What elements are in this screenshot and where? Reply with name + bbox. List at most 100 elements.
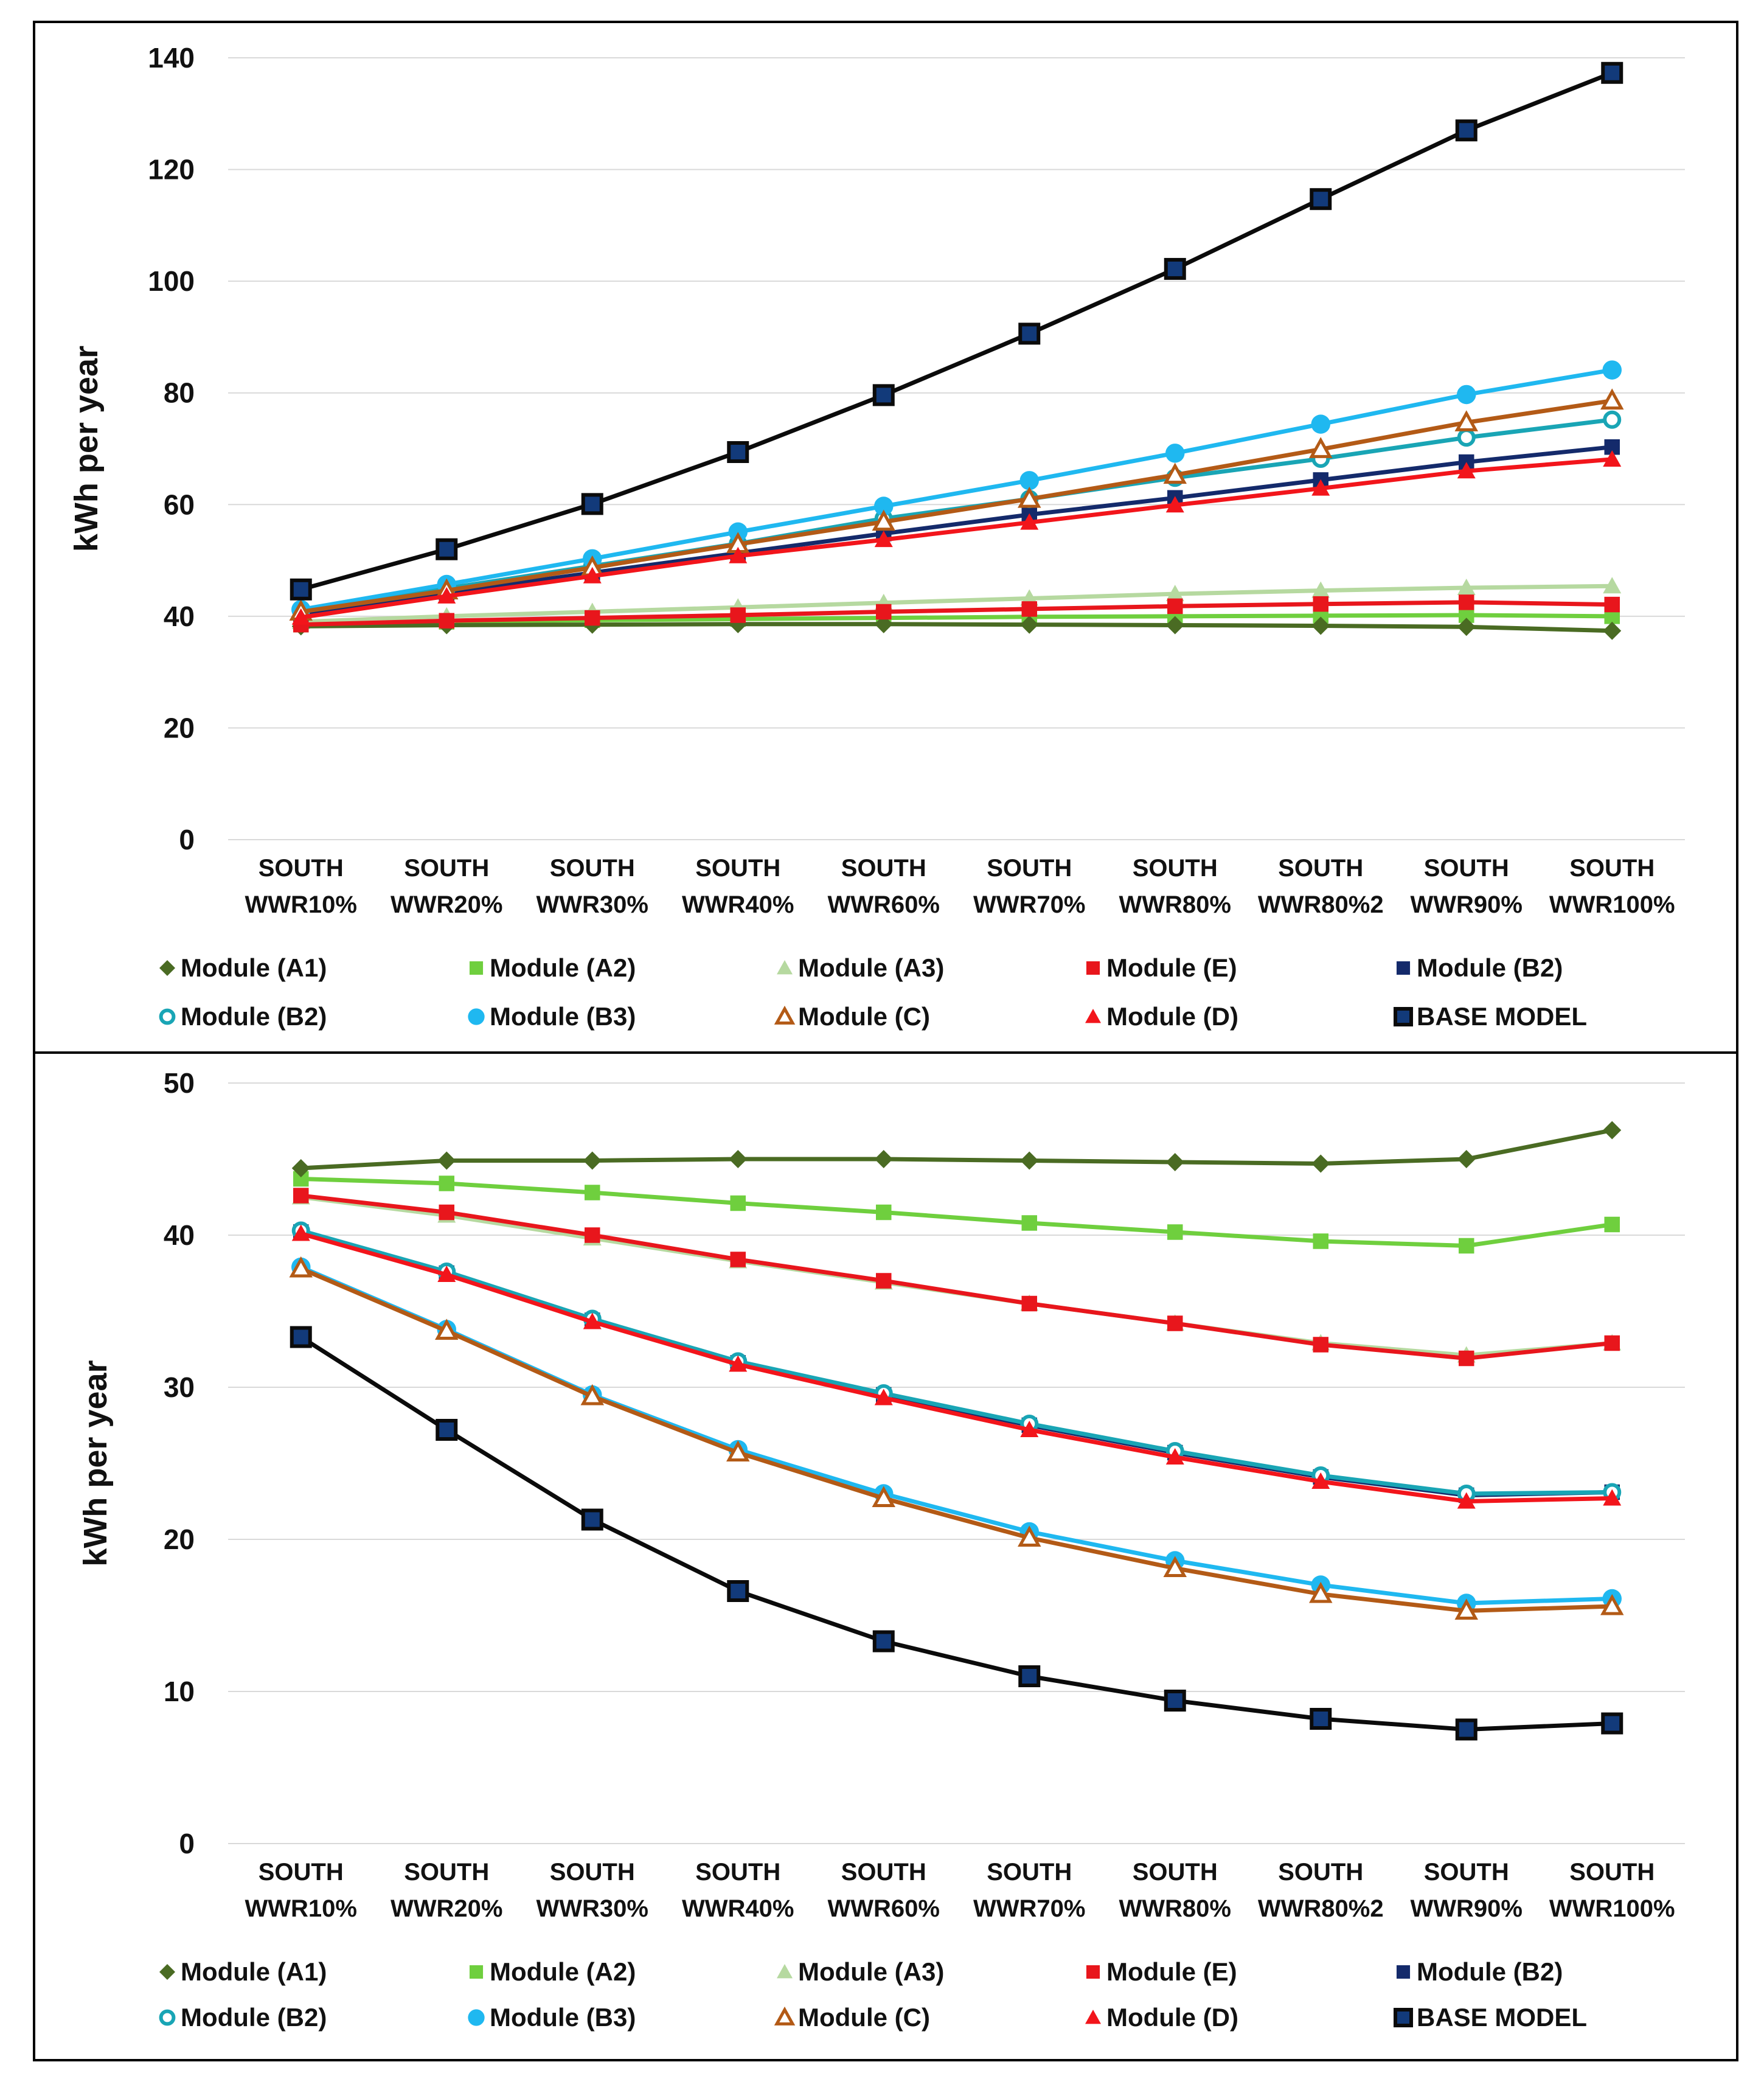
x-tick-label: WWR20% <box>391 891 502 918</box>
data-point <box>1602 360 1622 380</box>
legend-marker <box>159 1008 176 1025</box>
data-point <box>1167 1224 1183 1240</box>
data-point <box>1311 1472 1330 1489</box>
data-point <box>1603 1121 1622 1140</box>
legend-item: BASE MODEL <box>1394 1002 1587 1031</box>
x-tick-label: SOUTH <box>841 1859 926 1886</box>
data-point <box>1603 410 1622 429</box>
data-point <box>872 509 895 531</box>
legend-label: Module (E) <box>1106 1957 1237 1986</box>
series-module-d <box>291 450 1622 625</box>
x-tick-label: WWR40% <box>682 891 794 918</box>
data-point <box>1313 596 1328 612</box>
data-point <box>1021 1295 1037 1312</box>
legend-label: Module (B2) <box>181 2003 327 2032</box>
data-point <box>1018 1665 1041 1687</box>
data-point <box>436 538 458 560</box>
x-tick-label: SOUTH <box>550 1859 635 1886</box>
y-tick-label: 140 <box>148 42 195 74</box>
data-point <box>874 496 894 516</box>
data-point <box>1167 1315 1183 1331</box>
x-tick-label: WWR80% <box>1119 1895 1231 1922</box>
legend-marker <box>159 2009 176 2026</box>
y-tick-label: 80 <box>164 377 195 409</box>
legend-marker <box>1086 961 1100 975</box>
data-point <box>1603 577 1622 594</box>
data-point <box>1604 1335 1620 1351</box>
data-point <box>872 1486 895 1507</box>
data-point <box>580 1384 604 1405</box>
data-point <box>1018 486 1041 508</box>
legend-label: Module (C) <box>798 2003 930 2032</box>
x-tick-label: WWR80% <box>1119 891 1231 918</box>
x-tick-label: WWR10% <box>245 891 357 918</box>
data-point <box>1457 428 1476 447</box>
data-point <box>1454 1598 1478 1620</box>
legend-label: Module (D) <box>1106 2003 1238 2032</box>
data-point <box>1457 1150 1476 1168</box>
x-tick-label: WWR80%2 <box>1258 1895 1384 1922</box>
data-point <box>1459 1350 1474 1367</box>
data-point <box>290 578 312 601</box>
series-line <box>300 1193 1613 1360</box>
data-point <box>872 384 895 406</box>
data-point <box>726 1440 750 1461</box>
legend-item: BASE MODEL <box>1394 2003 1587 2032</box>
chart-top-heating: 0 20 40 60 80 100 120 140 kWh per year SOUTH WWR10… <box>68 42 1685 1031</box>
data-point <box>1459 1238 1474 1254</box>
legend-marker <box>469 1965 484 1979</box>
data-point <box>1603 450 1622 467</box>
series-module-a1 <box>291 1121 1622 1177</box>
x-tick-label: WWR100% <box>1549 891 1675 918</box>
legend-marker <box>774 2006 796 2025</box>
data-point <box>1021 1215 1037 1231</box>
legend-marker <box>1085 1009 1101 1023</box>
data-point <box>1165 444 1185 463</box>
series-line <box>300 367 1613 612</box>
data-point <box>1313 1233 1328 1249</box>
series-line <box>300 600 1613 627</box>
data-point <box>585 1185 600 1200</box>
x-tick-label: SOUTH <box>1278 1859 1363 1886</box>
data-point <box>1457 579 1476 596</box>
data-point <box>1455 119 1478 142</box>
data-point <box>1163 462 1187 484</box>
series-line <box>300 457 1613 620</box>
data-point <box>291 608 310 625</box>
data-point <box>1020 615 1039 634</box>
x-tick-label: WWR60% <box>828 1895 940 1922</box>
data-point <box>730 1252 746 1267</box>
x-tick-label: WWR30% <box>536 891 648 918</box>
data-point <box>585 610 600 626</box>
data-point <box>1019 471 1039 490</box>
y-tick-label: 120 <box>148 154 195 186</box>
x-tick-label: SOUTH <box>259 855 344 882</box>
data-point <box>1164 1690 1186 1712</box>
x-tick-label: WWR30% <box>536 1895 648 1922</box>
series-line <box>300 1266 1613 1613</box>
legend-item: Module (A1) <box>159 1957 327 1986</box>
y-tick-label: 40 <box>164 1219 195 1251</box>
y-tick-label: 100 <box>148 265 195 297</box>
data-point <box>730 607 746 623</box>
legend-item: Module (C) <box>774 1002 930 1031</box>
data-point <box>1165 585 1184 602</box>
data-point <box>1311 414 1330 434</box>
legend-item: Module (A3) <box>777 1957 944 1986</box>
data-point <box>583 1312 602 1329</box>
data-point <box>1313 1337 1328 1353</box>
data-point <box>728 522 748 542</box>
y-tick-label: 0 <box>179 1828 195 1859</box>
data-point <box>874 1150 893 1168</box>
x-tick-label: WWR10% <box>245 1895 357 1922</box>
legend-item: Module (D) <box>1085 2003 1238 2032</box>
legend-item: Module (B2) <box>1396 953 1563 982</box>
series-line <box>300 445 1613 616</box>
data-point <box>1020 1151 1039 1170</box>
x-tick-label: SOUTH <box>841 855 926 882</box>
legend-marker <box>468 2009 485 2026</box>
series-base-model <box>290 1326 1623 1741</box>
legend-label: Module (B3) <box>490 2003 636 2032</box>
legend-item: Module (C) <box>774 2003 930 2032</box>
legend-marker <box>1396 961 1411 975</box>
